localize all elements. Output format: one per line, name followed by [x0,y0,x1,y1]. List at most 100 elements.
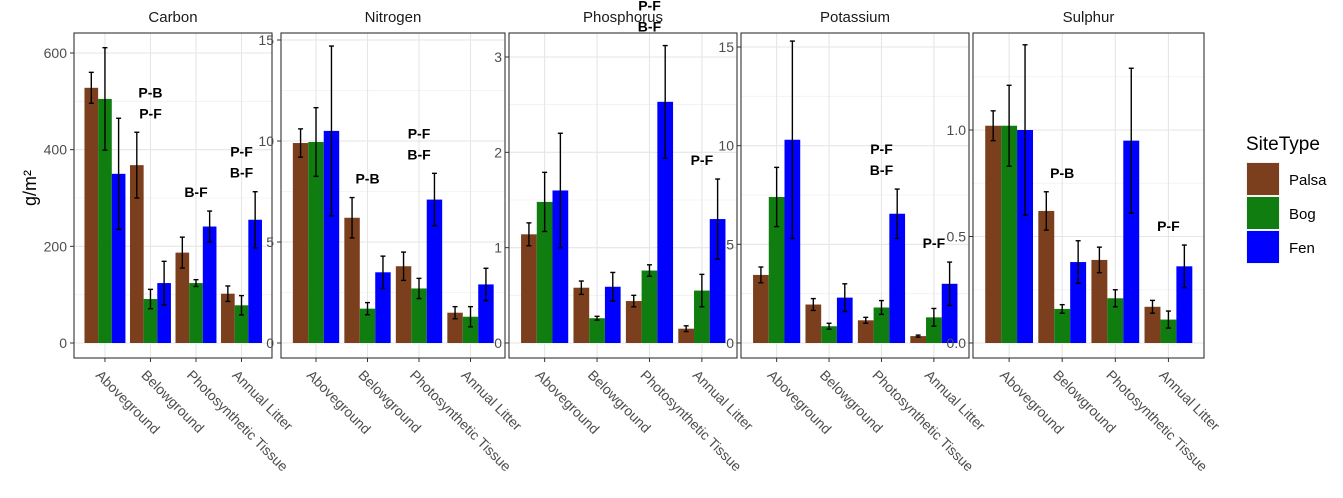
error-bar [1149,299,1155,314]
legend: SiteType Palsa Bog Fen [1246,134,1327,264]
significance-label: P-F [1157,218,1180,234]
bar-bog [821,326,837,343]
significance-label: B-F [230,165,254,181]
y-tick-label: 0 [494,335,502,351]
y-tick-label: 1.0 [947,122,967,138]
error-bar [1043,191,1049,231]
y-tick-label: 3 [494,49,502,65]
error-bar [483,267,489,302]
error-bar [878,299,884,316]
error-bar [1165,310,1171,329]
panel-border [972,32,1205,359]
error-bar [313,106,319,178]
error-bar [947,261,953,307]
error-bar [557,132,563,249]
legend-label: Fen [1289,240,1315,257]
bar-bog [143,299,158,343]
error-bar [179,236,185,269]
bar-bog [694,290,710,343]
bar-bog [873,307,890,343]
bar-palsa [1144,306,1161,343]
y-tick-label: 0 [59,335,67,351]
x-tick-label: Photosynthetic Tissue [407,367,515,475]
bar-palsa [625,301,642,343]
error-bar [349,196,355,239]
error-bar [662,44,668,159]
bar-bog [641,270,658,343]
significance-label: P-B [355,171,379,187]
legend-key-fen [1247,231,1279,263]
bar-palsa [221,293,235,343]
bar-bog [536,201,553,343]
bar-bog [308,142,324,343]
error-bar [298,128,304,158]
bar-fen [1070,262,1087,343]
error-bar [452,305,458,320]
error-bar [758,266,764,284]
error-bar [239,294,245,316]
error-bar [1075,240,1081,285]
bar-fen [941,283,958,343]
y-tick-label: 15 [718,39,734,55]
significance-label: B-F [870,162,894,178]
facet-panel-1: Nitrogen051015P-BP-FB-FAbovegroundBelowg… [258,9,525,475]
x-tick-label: Photosynthetic Tissue [637,367,745,475]
bar-bog [359,308,376,343]
bar-fen [375,272,391,343]
error-bar [990,110,996,142]
error-bar [328,45,334,217]
bar-bog [1001,125,1018,344]
error-bar [1022,44,1028,216]
error-bar [1006,84,1012,167]
bar-palsa [395,266,412,343]
error-bar [1181,244,1187,289]
error-bar [631,294,637,308]
error-bar [225,285,231,303]
bar-bog [926,317,942,343]
bar-fen [1176,266,1193,343]
bar-bog [768,196,785,343]
bar-fen [478,284,494,343]
y-tick-label: 0 [266,335,274,351]
panel-title: Nitrogen [365,9,422,26]
significance-label: P-B [138,84,162,100]
legend-label: Bog [1289,206,1316,223]
facet-panel-4: Sulphur0.00.51.0P-BP-FAbovegroundBelowgr… [947,9,1224,475]
y-tick-label: 5 [266,234,274,250]
bar-fen [248,219,262,343]
error-bar [931,307,937,327]
bar-palsa [175,252,190,343]
panel-title: Phosphorus [583,9,663,26]
bar-bog [1160,319,1177,343]
facet-panel-2: Phosphorus0123P-FB-FP-FAbovegroundBelowg… [494,0,757,475]
y-tick-label: 2 [494,144,502,160]
error-bar [526,222,532,247]
error-bar [610,271,616,302]
y-tick-label: 600 [44,45,68,61]
error-bar [842,283,848,313]
bar-bog [589,318,605,343]
error-bar [380,255,386,290]
bar-fen [426,199,443,343]
bar-bog [98,98,112,344]
panel-border [740,32,970,359]
significance-label: P-F [638,0,661,14]
bar-palsa [129,165,144,343]
bar-fen [202,226,217,343]
significance-label: B-F [407,146,431,162]
bar-fen [889,213,906,343]
error-bar [715,178,721,260]
bar-palsa [857,320,874,343]
error-bar [578,280,584,296]
y-tick-label: 0 [726,335,734,351]
panel-border [508,32,738,359]
legend-label: Palsa [1289,172,1327,189]
panel-title: Potassium [820,9,890,26]
bar-fen [784,139,801,343]
y-tick-label: 10 [258,133,274,149]
error-bar [365,301,371,316]
bar-bog [1107,298,1124,343]
legend-key-bog [1247,197,1279,229]
bar-palsa [805,304,822,343]
